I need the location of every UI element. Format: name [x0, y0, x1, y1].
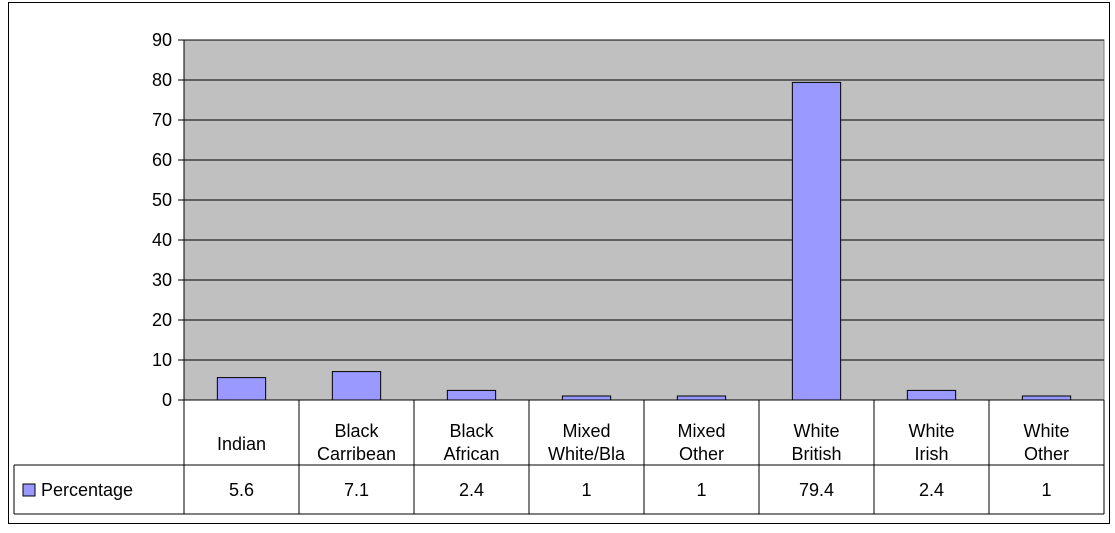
category-label: Mixed	[677, 421, 725, 441]
bar	[446, 389, 497, 401]
category-label: Black	[334, 421, 379, 441]
y-tick-label: 60	[152, 150, 172, 170]
category-label: Black	[449, 421, 494, 441]
y-tick-label: 70	[152, 110, 172, 130]
bar	[561, 395, 612, 401]
chart-frame: 0 10 20 30 40 50 60 70 80 90 Indian Black Carribean B…	[8, 2, 1110, 524]
bar	[216, 377, 267, 401]
bar	[906, 389, 957, 401]
data-label: 2.4	[459, 480, 484, 500]
y-tick-label: 30	[152, 270, 172, 290]
category-label: Indian	[217, 434, 266, 454]
category-label: British	[791, 444, 841, 464]
data-label: 2.4	[919, 480, 944, 500]
category-label: Mixed	[562, 421, 610, 441]
category-label: African	[443, 444, 499, 464]
y-tick-label: 90	[152, 30, 172, 50]
bar	[676, 395, 727, 401]
y-tick-label: 40	[152, 230, 172, 250]
category-label: Irish	[914, 444, 948, 464]
category-label: Other	[679, 444, 724, 464]
data-label: 1	[581, 480, 591, 500]
data-label: 79.4	[799, 480, 834, 500]
y-tick-label: 20	[152, 310, 172, 330]
data-label: 7.1	[344, 480, 369, 500]
legend-label: Percentage	[41, 480, 133, 500]
y-tick-label: 50	[152, 190, 172, 210]
category-label: White/Bla	[548, 444, 626, 464]
plot-area	[183, 39, 1105, 401]
y-tick-label: 0	[162, 390, 172, 410]
data-label: 5.6	[229, 480, 254, 500]
data-label: 1	[1041, 480, 1051, 500]
bar	[331, 371, 382, 401]
category-label: White	[793, 421, 839, 441]
category-label: White	[1023, 421, 1069, 441]
category-label: Other	[1024, 444, 1069, 464]
bar-chart: 0 10 20 30 40 50 60 70 80 90 Indian Black Carribean B…	[13, 30, 1105, 515]
data-label: 1	[696, 480, 706, 500]
legend-swatch	[22, 483, 36, 497]
y-tick-label: 10	[152, 350, 172, 370]
category-label: White	[908, 421, 954, 441]
y-tick-label: 80	[152, 70, 172, 90]
bar	[1021, 395, 1072, 401]
category-label: Carribean	[317, 444, 396, 464]
bar	[791, 81, 842, 401]
